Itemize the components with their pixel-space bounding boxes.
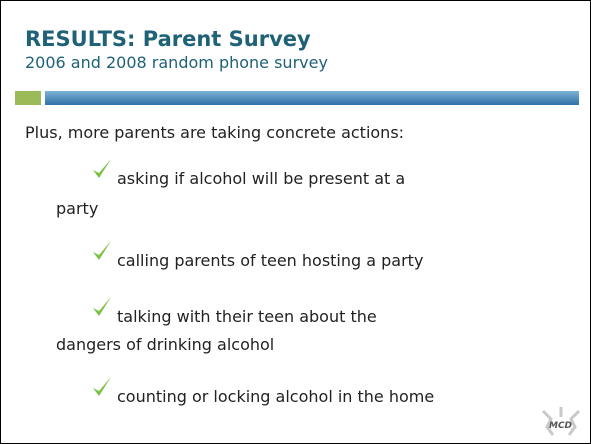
check-icon bbox=[93, 377, 111, 396]
slide-title: RESULTS: Parent Survey bbox=[25, 27, 311, 51]
bullet-text: talking with their teen about the bbox=[117, 307, 377, 326]
intro-text: Plus, more parents are taking concrete a… bbox=[25, 123, 405, 142]
check-icon bbox=[93, 241, 111, 260]
slide-subtitle: 2006 and 2008 random phone survey bbox=[25, 53, 328, 72]
bullet-text: asking if alcohol will be present at a bbox=[117, 169, 406, 188]
logo-graphic bbox=[541, 407, 581, 436]
check-icon bbox=[93, 297, 111, 316]
bullet-text: dangers of drinking alcohol bbox=[56, 335, 275, 354]
logo-text: MCD bbox=[549, 421, 573, 431]
accent-bar bbox=[45, 91, 579, 105]
bullet-text: calling parents of teen hosting a party bbox=[117, 251, 424, 270]
check-icon bbox=[93, 159, 111, 178]
accent-square bbox=[15, 91, 41, 105]
bullet-text: counting or locking alcohol in the home bbox=[117, 387, 435, 406]
bullet-text: party bbox=[56, 199, 99, 218]
